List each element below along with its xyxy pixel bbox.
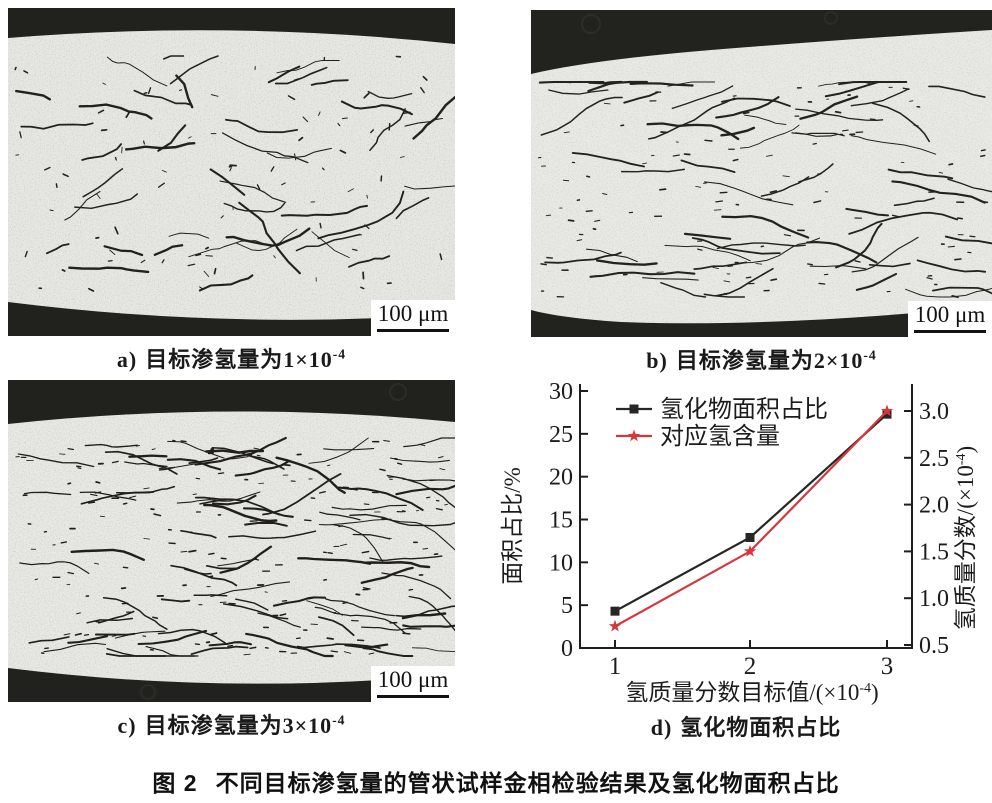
figure-caption: 图 2 不同目标渗氢量的管状试样金相检验结果及氢化物面积占比 (0, 764, 992, 798)
top-edge-band-b (531, 10, 992, 74)
scale-bar-label-c: 100 μm (377, 666, 449, 692)
micrograph-panel-c: 100 μm (8, 380, 455, 702)
bottom-edge-band-a (8, 302, 455, 336)
svg-text:3: 3 (881, 653, 894, 680)
micrograph-panel-b: 100 μm (531, 10, 992, 337)
scale-bar-line-c (377, 695, 449, 698)
caption-c-prefix: c) (117, 713, 137, 738)
svg-text:1.5: 1.5 (919, 539, 949, 565)
caption-a-text: 目标渗氢量为1×10-4 (145, 346, 347, 372)
figure-number: 图 2 (152, 770, 198, 796)
figure-title: 不同目标渗氢量的管状试样金相检验结果及氢化物面积占比 (215, 770, 840, 796)
svg-text:15: 15 (549, 508, 573, 534)
svg-text:对应氢含量: 对应氢含量 (660, 423, 780, 450)
caption-d-prefix: d) (650, 715, 673, 740)
svg-text:3.0: 3.0 (919, 399, 949, 425)
bottom-edge-band-c (8, 668, 455, 702)
hydride-cracks-b (537, 80, 992, 299)
mount-bubble (824, 11, 838, 25)
svg-text:0.5: 0.5 (919, 633, 949, 659)
svg-text:氢质量分数目标值/(×10-4): 氢质量分数目标值/(×10-4) (625, 680, 878, 705)
svg-text:20: 20 (549, 465, 573, 491)
top-edge-band-a (8, 8, 455, 44)
caption-panel-a: a) 目标渗氢量为1×10-4 (8, 342, 455, 374)
scale-bar-line-b (914, 330, 986, 333)
micrograph-a (8, 8, 455, 336)
scale-bar-c: 100 μm (371, 665, 455, 702)
svg-text:氢化物面积占比: 氢化物面积占比 (660, 396, 828, 423)
hydride-cracks-c (15, 436, 455, 658)
hydride-cracks-a (14, 55, 455, 292)
svg-text:1: 1 (609, 653, 622, 680)
top-edge-band-c (8, 380, 455, 424)
scale-bar-label-b: 100 μm (914, 301, 986, 327)
svg-text:2: 2 (744, 653, 757, 680)
scale-bar-b: 100 μm (908, 300, 992, 337)
micrograph-b (531, 10, 992, 337)
scale-bar-a: 100 μm (371, 299, 455, 336)
svg-text:氢质量分数/(×10-4): 氢质量分数/(×10-4) (953, 446, 978, 630)
caption-panel-d: d) 氢化物面积占比 (500, 710, 992, 742)
svg-text:10: 10 (549, 550, 573, 576)
micrograph-panel-a: 100 μm (8, 8, 455, 336)
caption-d-text: 氢化物面积占比 (680, 715, 842, 740)
hydride-area-line-chart: 0 5 10 15 20 25 30 0.5 1.0 1.5 2.0 2.5 3.0 1 2 3氢质量分数目标… (500, 379, 978, 705)
micrograph-c (8, 380, 455, 702)
caption-panel-b: b) 目标渗氢量为2×10-4 (531, 343, 992, 375)
caption-b-text: 目标渗氢量为2×10-4 (675, 347, 877, 373)
svg-text:25: 25 (549, 422, 573, 448)
caption-c-text: 目标渗氢量为3×10-4 (144, 712, 346, 738)
caption-panel-c: c) 目标渗氢量为3×10-4 (8, 708, 455, 740)
svg-text:1.0: 1.0 (919, 586, 949, 612)
scale-bar-line-a (377, 329, 449, 332)
svg-text:30: 30 (549, 379, 573, 405)
mount-bubble (140, 684, 156, 700)
svg-text:5: 5 (561, 593, 573, 619)
grain-texture-a (8, 8, 455, 336)
svg-text:0: 0 (561, 636, 573, 662)
mount-bubble (389, 383, 407, 401)
caption-b-prefix: b) (646, 348, 668, 373)
scale-bar-label-a: 100 μm (377, 300, 449, 326)
caption-a-prefix: a) (116, 347, 138, 372)
svg-text:面积占比/%: 面积占比/% (500, 467, 525, 585)
svg-text:2.0: 2.0 (919, 493, 949, 519)
mount-bubble (581, 14, 601, 34)
bottom-edge-band-b (531, 306, 992, 337)
chart-panel-d: 0 5 10 15 20 25 30 0.5 1.0 1.5 2.0 2.5 3.0 1 2 3 氢质量分数目标… (500, 378, 992, 708)
svg-text:2.5: 2.5 (919, 446, 949, 472)
